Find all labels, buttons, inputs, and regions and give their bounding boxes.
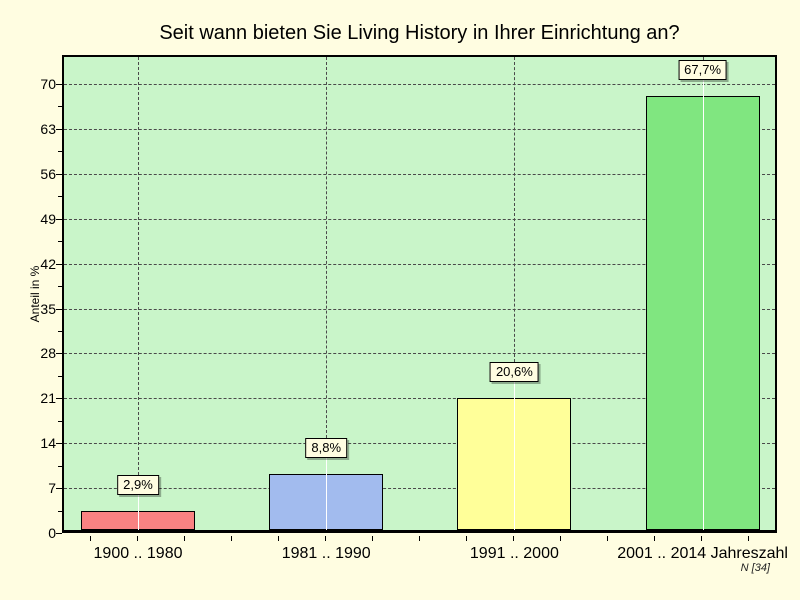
y-tick-label: 21 bbox=[40, 390, 56, 407]
v-gridline bbox=[138, 57, 139, 476]
y-tick bbox=[56, 533, 62, 534]
h-gridline bbox=[64, 263, 775, 265]
y-minor-tick bbox=[58, 106, 62, 108]
y-tick-label: 0 bbox=[48, 525, 56, 541]
h-gridline bbox=[64, 443, 775, 445]
v-gridline bbox=[326, 57, 328, 438]
x-tick bbox=[137, 536, 138, 541]
y-tick-label: 70 bbox=[40, 76, 56, 92]
y-tick-label: 14 bbox=[40, 435, 56, 452]
x-tick bbox=[466, 536, 467, 541]
x-tick bbox=[419, 536, 420, 541]
x-tick bbox=[748, 536, 749, 541]
y-minor-tick bbox=[58, 330, 62, 332]
bar-value-label: 8,8% bbox=[305, 437, 348, 458]
y-minor-tick bbox=[58, 196, 62, 198]
h-gridline bbox=[64, 218, 775, 220]
x-tick bbox=[701, 536, 702, 541]
y-minor-tick bbox=[58, 375, 62, 377]
y-minor-tick bbox=[58, 465, 62, 467]
value-connector-line bbox=[514, 381, 516, 530]
y-tick bbox=[56, 353, 62, 355]
y-minor-tick bbox=[58, 420, 62, 422]
h-gridline bbox=[64, 488, 775, 490]
y-tick-label: 56 bbox=[40, 165, 56, 182]
x-tick bbox=[90, 536, 91, 541]
v-gridline bbox=[702, 57, 704, 60]
h-gridline bbox=[64, 173, 775, 175]
x-category-label: 1981 .. 1990 bbox=[281, 545, 371, 562]
x-category-label: 1900 .. 1980 bbox=[93, 545, 183, 562]
h-gridline bbox=[64, 398, 775, 400]
v-gridline bbox=[514, 57, 516, 362]
h-gridline bbox=[64, 128, 775, 130]
y-minor-tick bbox=[58, 241, 62, 243]
y-tick-label: 42 bbox=[40, 255, 56, 272]
chart-title: Seit wann bieten Sie Living History in I… bbox=[159, 22, 680, 44]
y-tick bbox=[56, 398, 62, 400]
bar-value-label: 20,6% bbox=[489, 361, 539, 382]
y-tick bbox=[56, 84, 62, 85]
bar-value-label: 67,7% bbox=[678, 59, 728, 80]
x-tick bbox=[231, 536, 232, 541]
y-tick bbox=[56, 263, 62, 265]
x-tick bbox=[325, 536, 326, 541]
y-minor-tick bbox=[58, 510, 62, 512]
x-tick bbox=[607, 536, 608, 541]
x-category-label: 1991 .. 2000 bbox=[469, 545, 559, 562]
y-minor-tick bbox=[58, 151, 62, 153]
bar-value-label: 2,9% bbox=[117, 475, 159, 496]
h-gridline bbox=[64, 308, 775, 310]
h-gridline bbox=[64, 84, 775, 85]
y-tick-label: 7 bbox=[48, 480, 56, 497]
y-tick bbox=[56, 308, 62, 310]
x-category-label: 2001 .. 2014 Jahreszahl bbox=[617, 545, 788, 562]
y-tick-label: 63 bbox=[40, 120, 56, 137]
y-tick bbox=[56, 128, 62, 130]
y-tick bbox=[56, 443, 62, 445]
sample-size-note: N [34] bbox=[740, 562, 770, 574]
y-tick bbox=[56, 488, 62, 490]
x-tick bbox=[184, 536, 185, 541]
x-tick bbox=[278, 536, 279, 541]
y-tick-label: 35 bbox=[40, 300, 56, 317]
y-tick-label: 49 bbox=[40, 210, 56, 227]
value-connector-line bbox=[326, 457, 328, 530]
y-minor-tick bbox=[58, 286, 62, 288]
value-connector-line bbox=[138, 495, 139, 530]
x-tick bbox=[513, 536, 514, 541]
y-tick bbox=[56, 173, 62, 175]
y-tick bbox=[56, 218, 62, 220]
value-connector-line bbox=[702, 79, 704, 530]
x-tick bbox=[654, 536, 655, 541]
h-gridline bbox=[64, 353, 775, 355]
x-tick bbox=[372, 536, 373, 541]
y-tick-label: 28 bbox=[40, 345, 56, 362]
x-tick bbox=[560, 536, 561, 541]
